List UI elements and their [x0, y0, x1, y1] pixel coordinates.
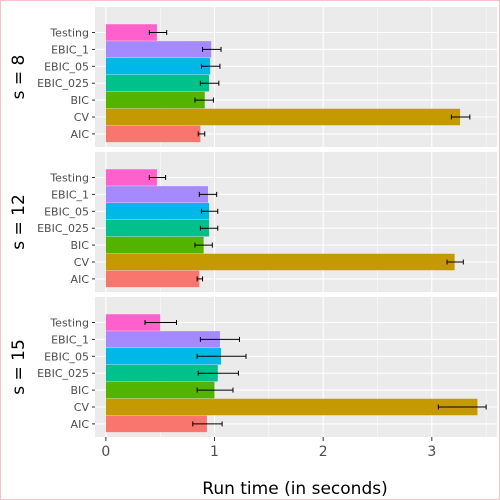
bar	[105, 270, 200, 288]
category-label: BIC	[71, 239, 90, 252]
bar	[105, 108, 461, 126]
category-label: CV	[74, 256, 90, 269]
bar	[105, 58, 211, 75]
category-label: CV	[74, 111, 90, 124]
category-label: BIC	[71, 384, 90, 397]
bar	[105, 91, 205, 109]
bar	[105, 41, 212, 58]
error-bar	[200, 63, 221, 69]
x-tick-label: 0	[101, 444, 110, 460]
error-bar	[197, 131, 206, 137]
facet-panel: Testing EBIC_1 EBIC_05 EBIC_025 BIC CV AIC s = …	[9, 152, 497, 292]
bar	[105, 364, 218, 382]
category-label: EBIC_025	[37, 77, 89, 90]
category-label: CV	[74, 401, 90, 414]
category-label: Testing	[49, 27, 89, 40]
facet-panel: Testing EBIC_1 EBIC_05 EBIC_025 BIC CV AIC s = …	[9, 7, 497, 147]
error-bar	[199, 80, 220, 86]
category-label: EBIC_025	[37, 367, 89, 380]
category-label: EBIC_1	[51, 333, 89, 346]
category-label: EBIC_05	[44, 60, 89, 73]
bar	[105, 236, 204, 254]
bar	[105, 331, 220, 348]
error-bar	[194, 242, 213, 248]
error-bar	[446, 259, 464, 265]
error-bar	[194, 97, 214, 103]
error-bar	[196, 353, 247, 359]
x-tick-label: 3	[427, 444, 436, 460]
bar	[105, 74, 210, 92]
error-bar	[197, 370, 239, 376]
bar	[105, 415, 207, 433]
error-bar	[196, 276, 204, 282]
category-label: AIC	[71, 128, 90, 141]
bar	[105, 348, 222, 365]
error-bar	[198, 191, 218, 197]
bar	[105, 314, 161, 331]
error-bar	[192, 421, 223, 427]
category-label: EBIC_05	[44, 205, 89, 218]
bar	[105, 203, 210, 220]
error-bar	[437, 404, 487, 410]
facet-label: s = 12	[9, 194, 29, 250]
error-bar	[199, 225, 219, 231]
error-bar	[450, 114, 471, 120]
x-tick-label: 2	[319, 444, 328, 460]
x-axis-title: Run time (in seconds)	[202, 479, 387, 499]
category-label: AIC	[71, 273, 90, 286]
bar	[105, 398, 478, 416]
error-bar	[202, 46, 222, 52]
x-axis: 0 1 2 3	[101, 437, 436, 460]
bar	[105, 219, 210, 237]
error-bar	[148, 175, 167, 180]
facet-label: s = 8	[9, 55, 29, 100]
error-bar	[144, 320, 177, 325]
bar	[105, 169, 157, 186]
facet-panel: Testing EBIC_1 EBIC_05 EBIC_025 BIC CV AIC s = …	[9, 297, 497, 437]
error-bar	[199, 336, 241, 342]
category-label: BIC	[71, 94, 90, 107]
facet-label: s = 15	[9, 339, 29, 395]
error-bar	[196, 387, 234, 393]
category-label: AIC	[71, 418, 90, 431]
category-label: Testing	[49, 317, 89, 330]
bar	[105, 253, 455, 271]
category-label: EBIC_05	[44, 350, 89, 363]
bar	[105, 186, 208, 203]
category-label: EBIC_1	[51, 188, 89, 201]
facet-panels: Testing EBIC_1 EBIC_05 EBIC_025 BIC CV AIC s = …	[9, 7, 497, 437]
category-label: Testing	[49, 172, 89, 185]
bar	[105, 381, 215, 399]
category-label: EBIC_025	[37, 222, 89, 235]
error-bar	[148, 30, 168, 35]
bar	[105, 125, 201, 143]
error-bar	[200, 208, 219, 214]
category-label: EBIC_1	[51, 43, 89, 56]
x-tick-label: 1	[210, 444, 219, 460]
bar	[105, 24, 157, 41]
